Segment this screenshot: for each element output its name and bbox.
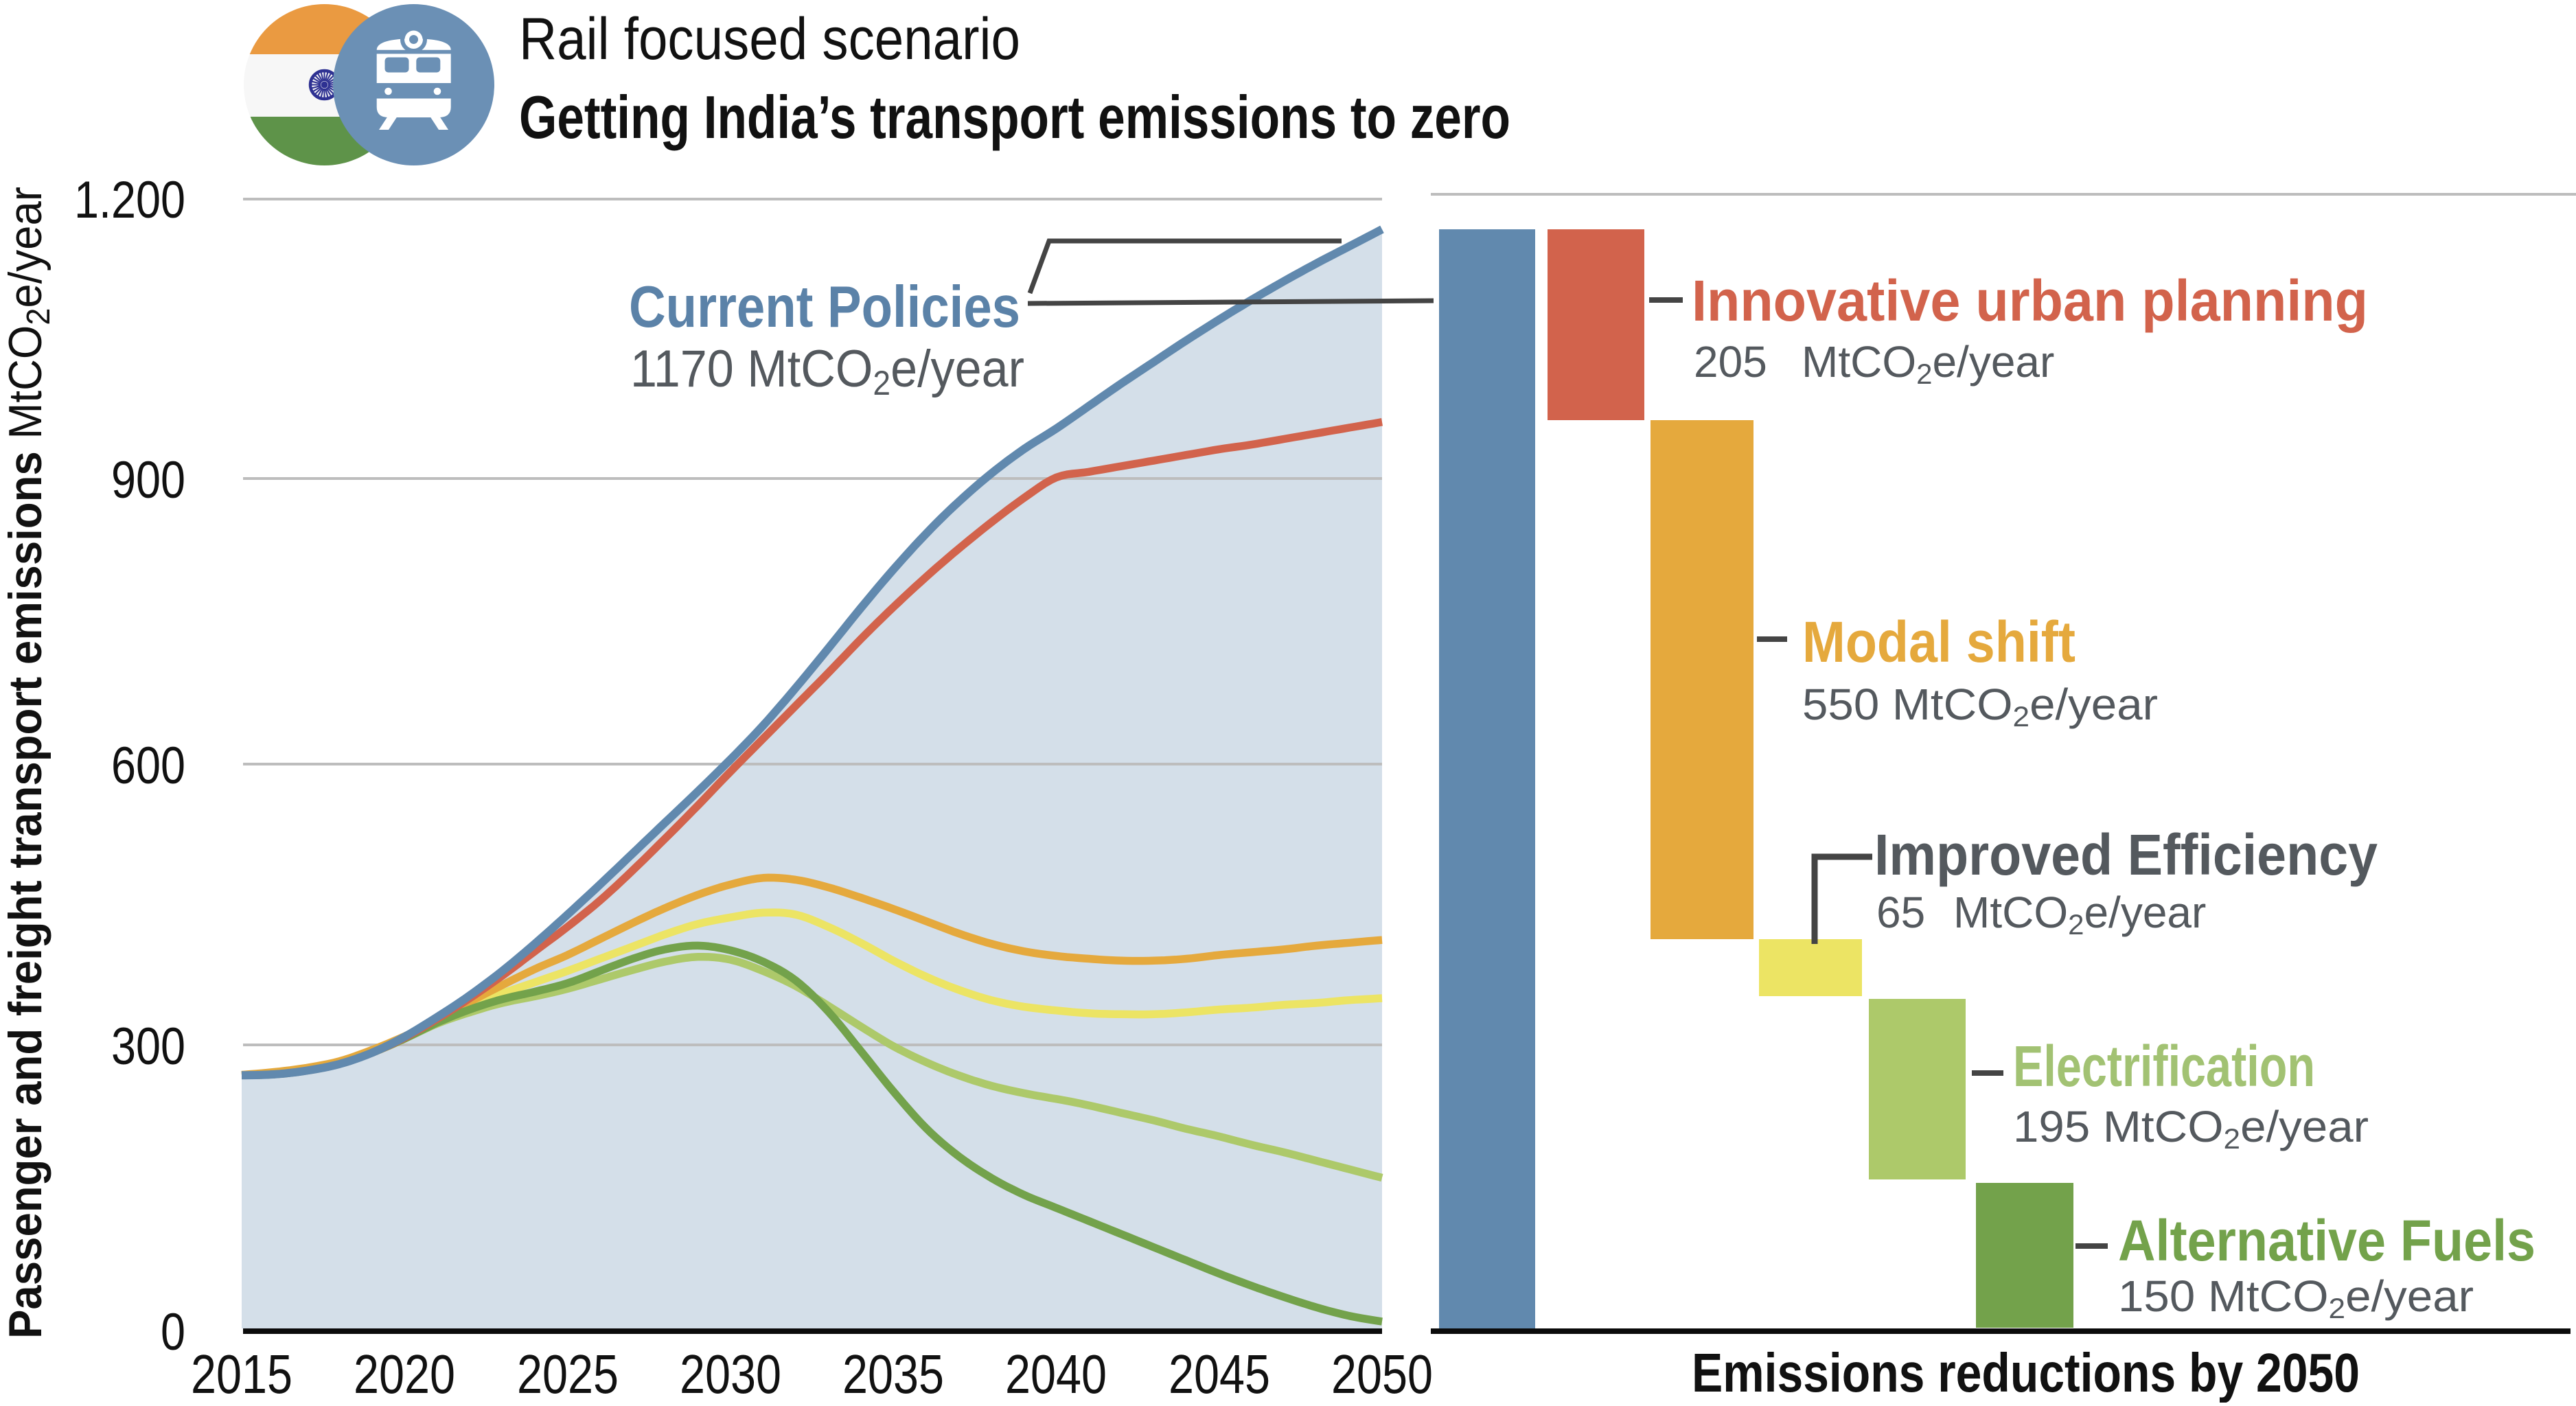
svg-text:150 MtCO2e/year: 150 MtCO 2e/year xyxy=(2118,1271,2474,1324)
svg-text:Rail focused scenario: Rail focused scenario xyxy=(519,6,1020,72)
svg-text:900: 900 xyxy=(111,451,185,509)
svg-text:Current Policies: Current Policies xyxy=(629,275,1020,340)
svg-text:2035: 2035 xyxy=(842,1344,944,1403)
svg-text:1.200: 1.200 xyxy=(74,171,185,229)
svg-text:2025: 2025 xyxy=(517,1344,619,1403)
svg-text:195 MtCO2e/year: 195 MtCO 2e/year xyxy=(2013,1102,2369,1155)
svg-text:2040: 2040 xyxy=(1005,1344,1107,1403)
svg-text:Modal shift: Modal shift xyxy=(1802,610,2075,674)
svg-text:0: 0 xyxy=(161,1303,185,1361)
svg-text:2020: 2020 xyxy=(354,1344,455,1403)
svg-text:Emissions reductions by 2050: Emissions reductions by 2050 xyxy=(1692,1342,2360,1403)
svg-text:300: 300 xyxy=(111,1017,185,1076)
svg-text:2030: 2030 xyxy=(680,1344,781,1403)
svg-text:2050: 2050 xyxy=(1331,1344,1433,1403)
svg-text:Alternative Fuels: Alternative Fuels xyxy=(2118,1208,2535,1273)
svg-text:Passenger and freight transpor: Passenger and freight transport emission… xyxy=(0,187,57,1339)
svg-text:Electrification: Electrification xyxy=(2013,1034,2315,1098)
svg-text:2015: 2015 xyxy=(191,1344,292,1403)
svg-text:Getting India’s transport emis: Getting India’s transport emissions to z… xyxy=(519,83,1510,151)
svg-text:1170 MtCO2e/year: 1170 MtCO2e/year xyxy=(630,340,1024,402)
svg-text:Innovative urban planning: Innovative urban planning xyxy=(1692,268,2368,333)
svg-text:600: 600 xyxy=(111,737,185,795)
svg-text:550 MtCO2e/year: 550 MtCO 2e/year xyxy=(1802,680,2158,733)
svg-text:Improved Efficiency: Improved Efficiency xyxy=(1874,822,2378,887)
svg-text:2045: 2045 xyxy=(1169,1344,1270,1403)
